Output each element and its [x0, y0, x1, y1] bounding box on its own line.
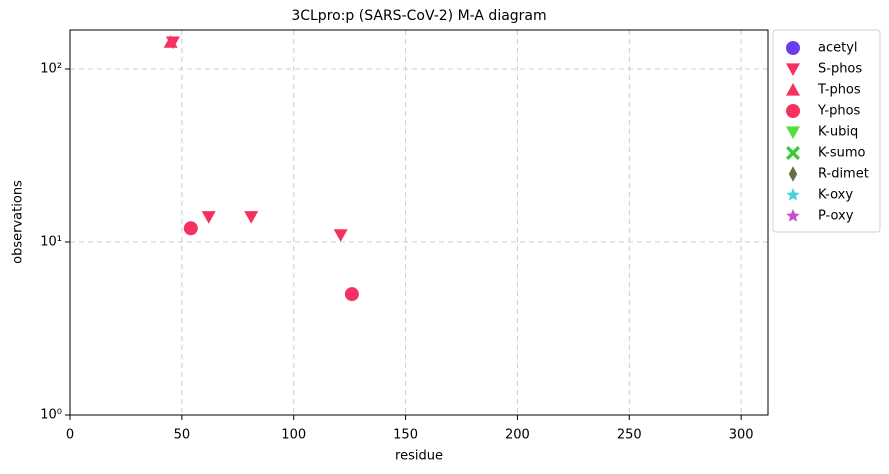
legend-box	[772, 29, 881, 233]
legend-marker	[786, 146, 800, 160]
legend-marker	[788, 166, 798, 182]
x-axis-label: residue	[395, 449, 443, 464]
legend-label: acetyl	[818, 41, 858, 56]
x-tick-label: 200	[505, 428, 530, 443]
y-tick-label: 10²	[40, 61, 62, 76]
x-tick-label: 100	[281, 428, 306, 443]
scatter-point	[244, 211, 259, 224]
legend-marker	[786, 188, 800, 201]
chart-title: 3CLpro:p (SARS-CoV-2) M-A diagram	[291, 8, 546, 24]
legend-marker	[786, 209, 800, 222]
legend-label: T-phos	[817, 83, 861, 98]
legend-marker	[786, 83, 800, 96]
legend-label: Y-phos	[817, 104, 861, 119]
y-tick-label: 10⁰	[40, 408, 62, 423]
legend-label: K-oxy	[818, 188, 853, 203]
x-tick-label: 0	[66, 428, 74, 443]
x-tick-label: 50	[174, 428, 191, 443]
legend-label: S-phos	[818, 62, 862, 77]
legend-marker	[786, 41, 800, 55]
legend-marker	[786, 126, 800, 139]
legend-marker	[786, 63, 800, 76]
x-tick-label: 150	[393, 428, 418, 443]
scatter-point	[344, 287, 359, 302]
x-tick-label: 250	[617, 428, 642, 443]
scatter-point	[183, 221, 198, 236]
legend-label: R-dimet	[818, 167, 869, 182]
y-tick-label: 10¹	[40, 234, 62, 249]
scatter-point	[201, 211, 216, 224]
scatter-point	[163, 35, 178, 48]
legend-label: P-oxy	[818, 209, 854, 224]
plot-frame	[69, 29, 769, 416]
legend-marker	[786, 104, 800, 118]
legend-label: K-ubiq	[818, 125, 858, 140]
scatter-point	[333, 229, 348, 242]
y-axis-label: observations	[11, 180, 26, 264]
legend-label: K-sumo	[818, 146, 866, 161]
x-tick-label: 300	[729, 428, 754, 443]
